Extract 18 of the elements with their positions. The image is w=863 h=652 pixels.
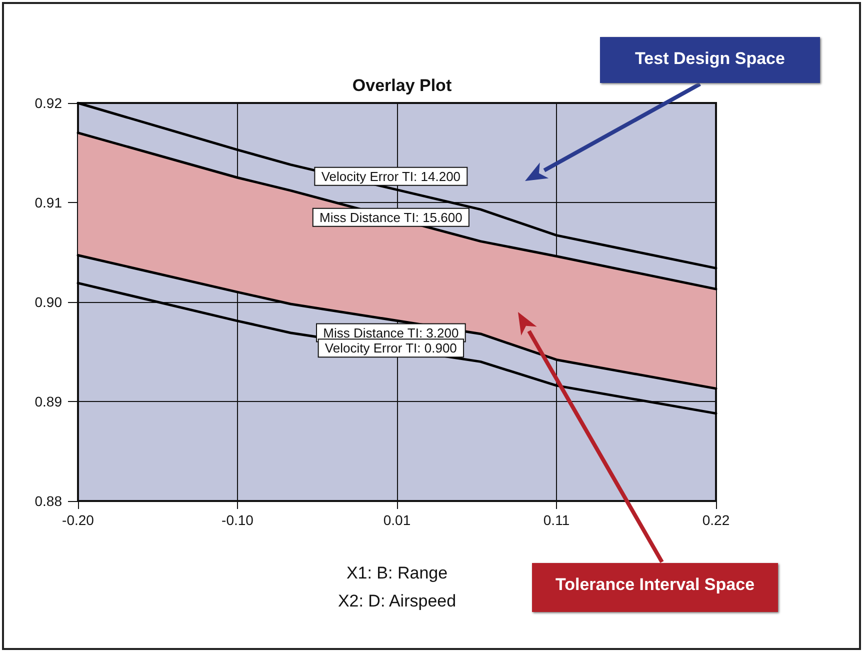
y-tick-label: 0.88 [34,493,62,509]
series-label: Miss Distance TI: 15.600 [320,210,462,225]
x-tick-label: 0.11 [543,512,570,528]
x-tick-label: -0.20 [62,512,94,528]
y-tick-label: 0.92 [34,95,62,111]
text: Tolerance Interval Space [532,563,778,612]
series-label: Miss Distance TI: 3.200 [323,325,459,340]
y-tick-label: 0.91 [34,194,62,210]
series-label: Velocity Error TI: 14.200 [321,168,461,184]
series-label: Velocity Error TI: 0.900 [324,340,457,356]
x-axis-title: X1: B: Range X2: D: Airspeed [338,564,456,610]
y-tick-label: 0.90 [34,294,62,310]
chart-title: Overlay Plot [352,76,452,95]
text: Test Design Space [600,37,820,83]
x-tick-label: 0.01 [383,512,411,528]
y-tick-label: 0.89 [34,394,62,410]
x-tick-label: 0.22 [702,512,730,528]
x-tick-label: -0.10 [222,512,254,528]
